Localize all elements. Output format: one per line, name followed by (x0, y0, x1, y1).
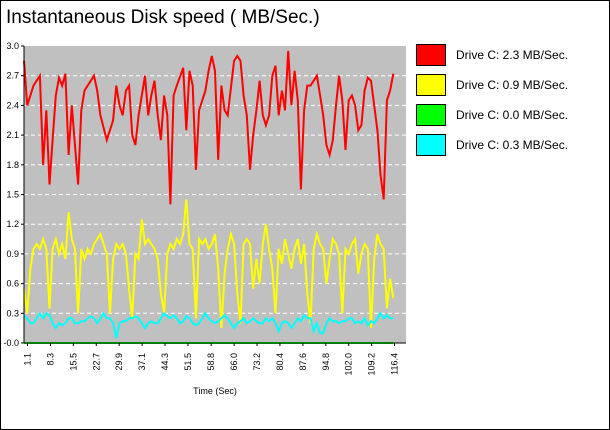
legend-swatch-1 (416, 44, 446, 66)
legend-swatch-3 (416, 104, 446, 126)
x-tick-label: 80.4 (275, 353, 285, 371)
x-tick-label: 102.0 (344, 353, 354, 376)
y-axis-ticks: -0.0 0.3 0.6 0.9 1.2 1.5 1.8 2.1 2.4 2.7 3.0 (3, 41, 24, 348)
x-tick-label: 22.7 (91, 353, 101, 371)
series-line-1 (23, 50, 395, 205)
legend-label-4: Drive C: 0.3 MB/Sec. (456, 138, 569, 152)
x-tick-label: 8.3 (45, 353, 55, 366)
legend-label-1: Drive C: 2.3 MB/Sec. (456, 48, 569, 62)
chart-title: Instantaneous Disk speed ( MB/Sec.) (6, 7, 320, 28)
y-tick-label: 0.6 (6, 279, 19, 289)
x-tick-label: 1.1 (23, 353, 33, 366)
x-tick-label: 109.2 (367, 353, 377, 376)
x-tick-label: 37.1 (137, 353, 147, 371)
series-line-4 (23, 311, 394, 339)
legend-swatch-4 (416, 134, 446, 156)
y-tick-label: 1.8 (6, 160, 19, 170)
y-tick-label: 0.3 (6, 308, 19, 318)
x-tick-label: 94.8 (321, 353, 331, 371)
x-tick-label: 29.9 (114, 353, 124, 371)
x-tick-label: 73.2 (252, 353, 262, 371)
y-tick-label: 0.9 (6, 249, 19, 259)
x-tick-label: 44.3 (160, 353, 170, 371)
y-tick-label: -0.0 (3, 338, 19, 348)
legend-label-3: Drive C: 0.0 MB/Sec. (456, 108, 569, 122)
x-axis-ticks: 1.1 8.3 15.5 22.7 29.9 37.1 44.3 51.5 58.8 66.0 73… (23, 343, 400, 376)
y-tick-label: 2.1 (6, 130, 19, 140)
y-tick-label: 1.2 (6, 219, 19, 229)
x-tick-label: 116.4 (390, 353, 400, 375)
x-axis-title: Time (Sec) (193, 386, 237, 396)
x-tick-label: 87.6 (298, 353, 308, 371)
legend-label-2: Drive C: 0.9 MB/Sec. (456, 78, 569, 92)
x-tick-label: 66.0 (229, 353, 239, 371)
y-tick-label: 3.0 (6, 41, 19, 51)
series-line-2 (23, 199, 395, 329)
x-tick-label: 58.8 (206, 353, 216, 371)
x-tick-label: 51.5 (183, 353, 193, 371)
legend-swatch-2 (416, 74, 446, 96)
x-tick-label: 15.5 (68, 353, 78, 371)
y-tick-label: 2.7 (6, 71, 19, 81)
y-tick-label: 2.4 (6, 100, 19, 110)
y-tick-label: 1.5 (6, 190, 19, 200)
